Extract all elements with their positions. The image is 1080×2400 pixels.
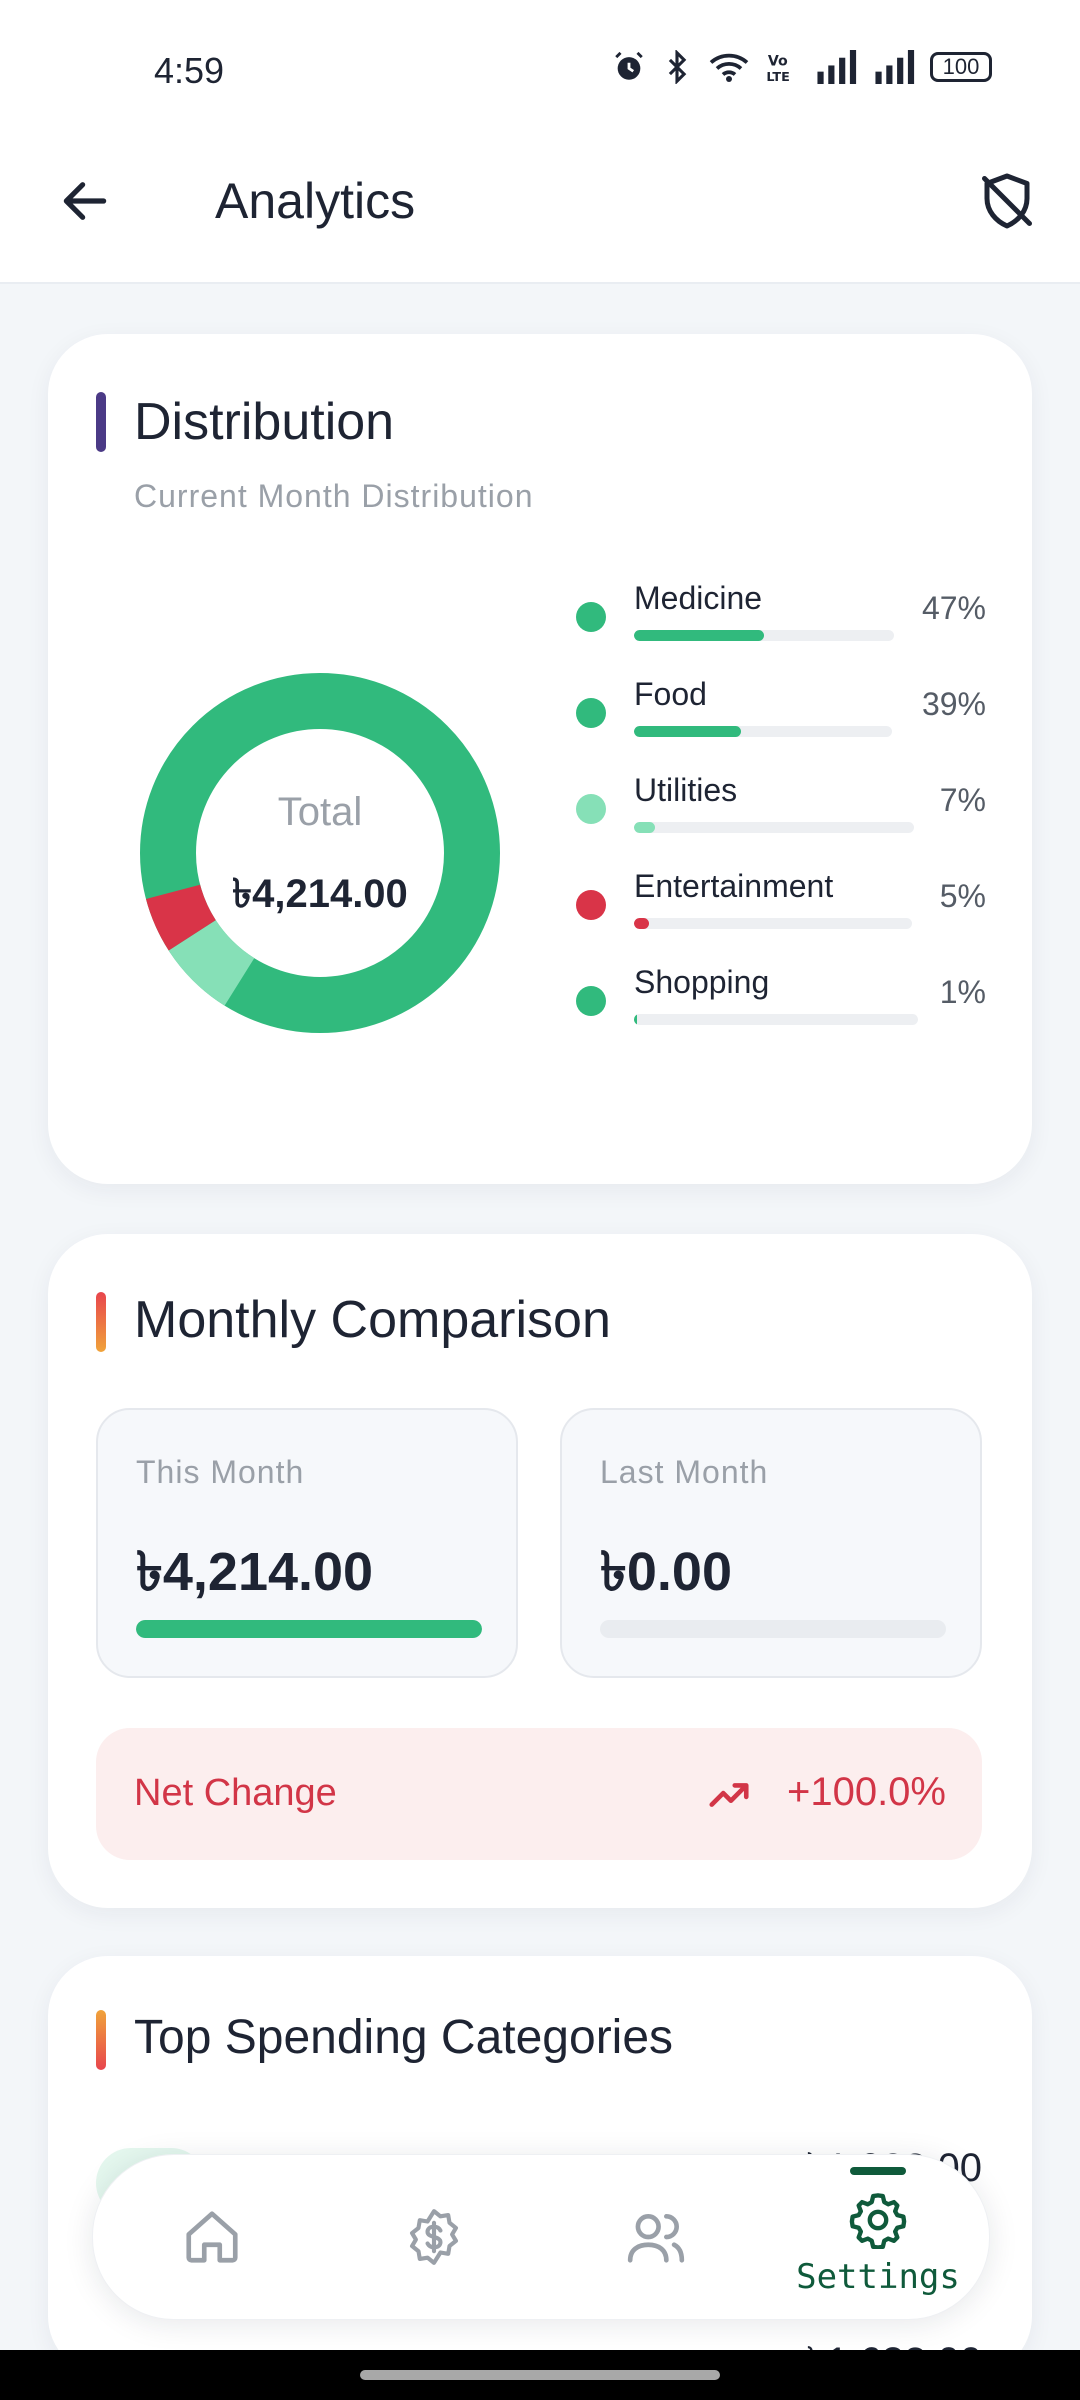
status-time: 4:59 xyxy=(154,50,225,91)
legend-percent: 1% xyxy=(939,974,986,1010)
page-title: Analytics xyxy=(215,173,416,229)
last-month-box: Last Month ৳0.00 xyxy=(560,1408,982,1678)
donut-total-label: Total xyxy=(277,790,363,834)
shield-off-icon xyxy=(982,173,1032,229)
legend-label: Entertainment xyxy=(634,868,834,904)
wifi-icon xyxy=(709,53,749,82)
legend-color-dot xyxy=(576,986,606,1016)
bluetooth-icon xyxy=(668,50,687,84)
home-icon xyxy=(186,2211,238,2263)
legend-item-food: Food 39% xyxy=(576,676,986,766)
donut-total-value: ৳4,214.00 xyxy=(232,872,408,916)
nav-settings-label: Settings xyxy=(796,2257,960,2297)
card-accent-bar xyxy=(96,1292,106,1352)
legend-progress-bar xyxy=(634,630,894,641)
legend-percent: 7% xyxy=(939,782,986,818)
legend-label: Medicine xyxy=(634,580,763,616)
legend-percent: 5% xyxy=(939,878,986,914)
donut-chart xyxy=(139,673,500,1033)
legend-progress-fill xyxy=(634,918,649,929)
net-change-banner: Net Change +100.0% xyxy=(96,1728,982,1860)
donut-ring xyxy=(140,673,500,1033)
legend-label: Shopping xyxy=(634,964,770,1000)
legend-color-dot xyxy=(576,698,606,728)
legend-item-entertainment: Entertainment 5% xyxy=(576,868,986,958)
legend-item-shopping: Shopping 1% xyxy=(576,964,986,1054)
legend-progress-bar xyxy=(634,726,892,737)
this-month-box: This Month ৳4,214.00 xyxy=(96,1408,518,1678)
top-spending-title: Top Spending Categories xyxy=(134,2011,674,2064)
signal-icon xyxy=(817,50,857,84)
legend-item-utilities: Utilities 7% xyxy=(576,772,986,862)
distribution-subtitle: Current Month Distribution xyxy=(134,478,534,514)
legend-color-dot xyxy=(576,794,606,824)
back-button[interactable] xyxy=(52,168,118,234)
status-icons: Vo LTE 100 xyxy=(612,50,992,84)
this-month-bar xyxy=(136,1620,482,1638)
net-change-value: +100.0% xyxy=(786,1770,946,1814)
battery-indicator: 100 xyxy=(930,52,992,82)
legend-progress-fill xyxy=(634,1014,638,1025)
alarm-icon xyxy=(615,51,643,80)
legend-progress-bar xyxy=(634,822,914,833)
net-change-label: Net Change xyxy=(134,1772,337,1814)
card-accent-bar xyxy=(96,2010,106,2070)
bottom-navigation: Settings xyxy=(92,2154,990,2320)
svg-text:LTE: LTE xyxy=(766,70,789,84)
legend-label: Utilities xyxy=(634,772,738,808)
legend-progress-fill xyxy=(634,726,741,737)
nav-people[interactable] xyxy=(571,2155,741,2319)
this-month-label: This Month xyxy=(136,1454,305,1490)
arrow-left-icon xyxy=(63,182,107,220)
legend-color-dot xyxy=(576,602,606,632)
legend-progress-fill xyxy=(634,630,764,641)
card-accent-bar xyxy=(96,392,106,452)
legend-label: Food xyxy=(634,676,707,712)
legend-percent: 47% xyxy=(921,590,986,626)
privacy-toggle-button[interactable] xyxy=(972,166,1042,236)
last-month-bar xyxy=(600,1620,946,1638)
this-month-value: ৳4,214.00 xyxy=(136,1542,374,1602)
legend-progress-bar xyxy=(634,1014,918,1025)
donut-slice-utilities xyxy=(139,673,500,1033)
legend-progress-fill xyxy=(634,822,655,833)
comparison-title: Monthly Comparison xyxy=(134,1291,611,1349)
last-month-value: ৳0.00 xyxy=(600,1542,732,1602)
app-bar xyxy=(0,140,1080,284)
nav-settings[interactable]: Settings xyxy=(793,2155,963,2319)
gesture-handle[interactable] xyxy=(360,2370,720,2380)
distribution-title: Distribution xyxy=(134,393,395,451)
users-icon xyxy=(627,2214,685,2263)
legend-color-dot xyxy=(576,890,606,920)
this-month-bar-fill xyxy=(136,1620,482,1638)
svg-text:Vo: Vo xyxy=(768,54,788,70)
last-month-label: Last Month xyxy=(600,1454,769,1490)
gear-icon xyxy=(849,2193,907,2249)
nav-active-indicator xyxy=(850,2167,906,2175)
signal-icon-2 xyxy=(875,50,915,84)
legend-progress-bar xyxy=(634,918,912,929)
dollar-icon xyxy=(409,2209,459,2265)
nav-transactions[interactable] xyxy=(349,2155,519,2319)
legend-item-medicine: Medicine 47% xyxy=(576,580,986,670)
nav-home[interactable] xyxy=(127,2155,297,2319)
legend-percent: 39% xyxy=(921,686,986,722)
trending-up-icon xyxy=(709,1783,749,1807)
